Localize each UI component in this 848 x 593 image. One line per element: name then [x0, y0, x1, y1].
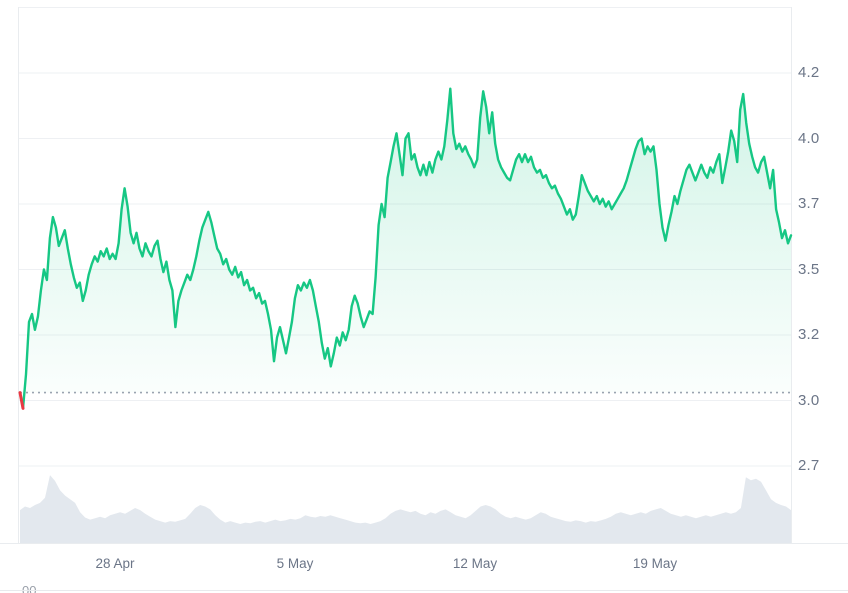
- y-axis-label: 2.7: [798, 457, 820, 475]
- y-axis-label: 4.2: [798, 64, 820, 82]
- x-axis-label: 5 May: [276, 556, 314, 571]
- price-area-fill: [20, 88, 791, 409]
- y-axis-label: 4.0: [798, 129, 820, 147]
- clipped-text-fragment: 00: [22, 584, 37, 593]
- y-axis-label: 3.7: [798, 195, 820, 213]
- volume-area: [20, 475, 791, 543]
- x-axis-label: 12 May: [452, 556, 498, 571]
- y-axis-label: 3.0: [798, 391, 820, 409]
- y-axis-label: 3.2: [798, 326, 820, 344]
- price-line-red: [18, 391, 25, 410]
- bottom-divider: [0, 590, 848, 591]
- x-axis-label: 19 May: [632, 556, 678, 571]
- price-line-green: [21, 87, 793, 410]
- x-axis-label: 28 Apr: [95, 556, 135, 571]
- y-axis-label: 3.5: [798, 260, 820, 278]
